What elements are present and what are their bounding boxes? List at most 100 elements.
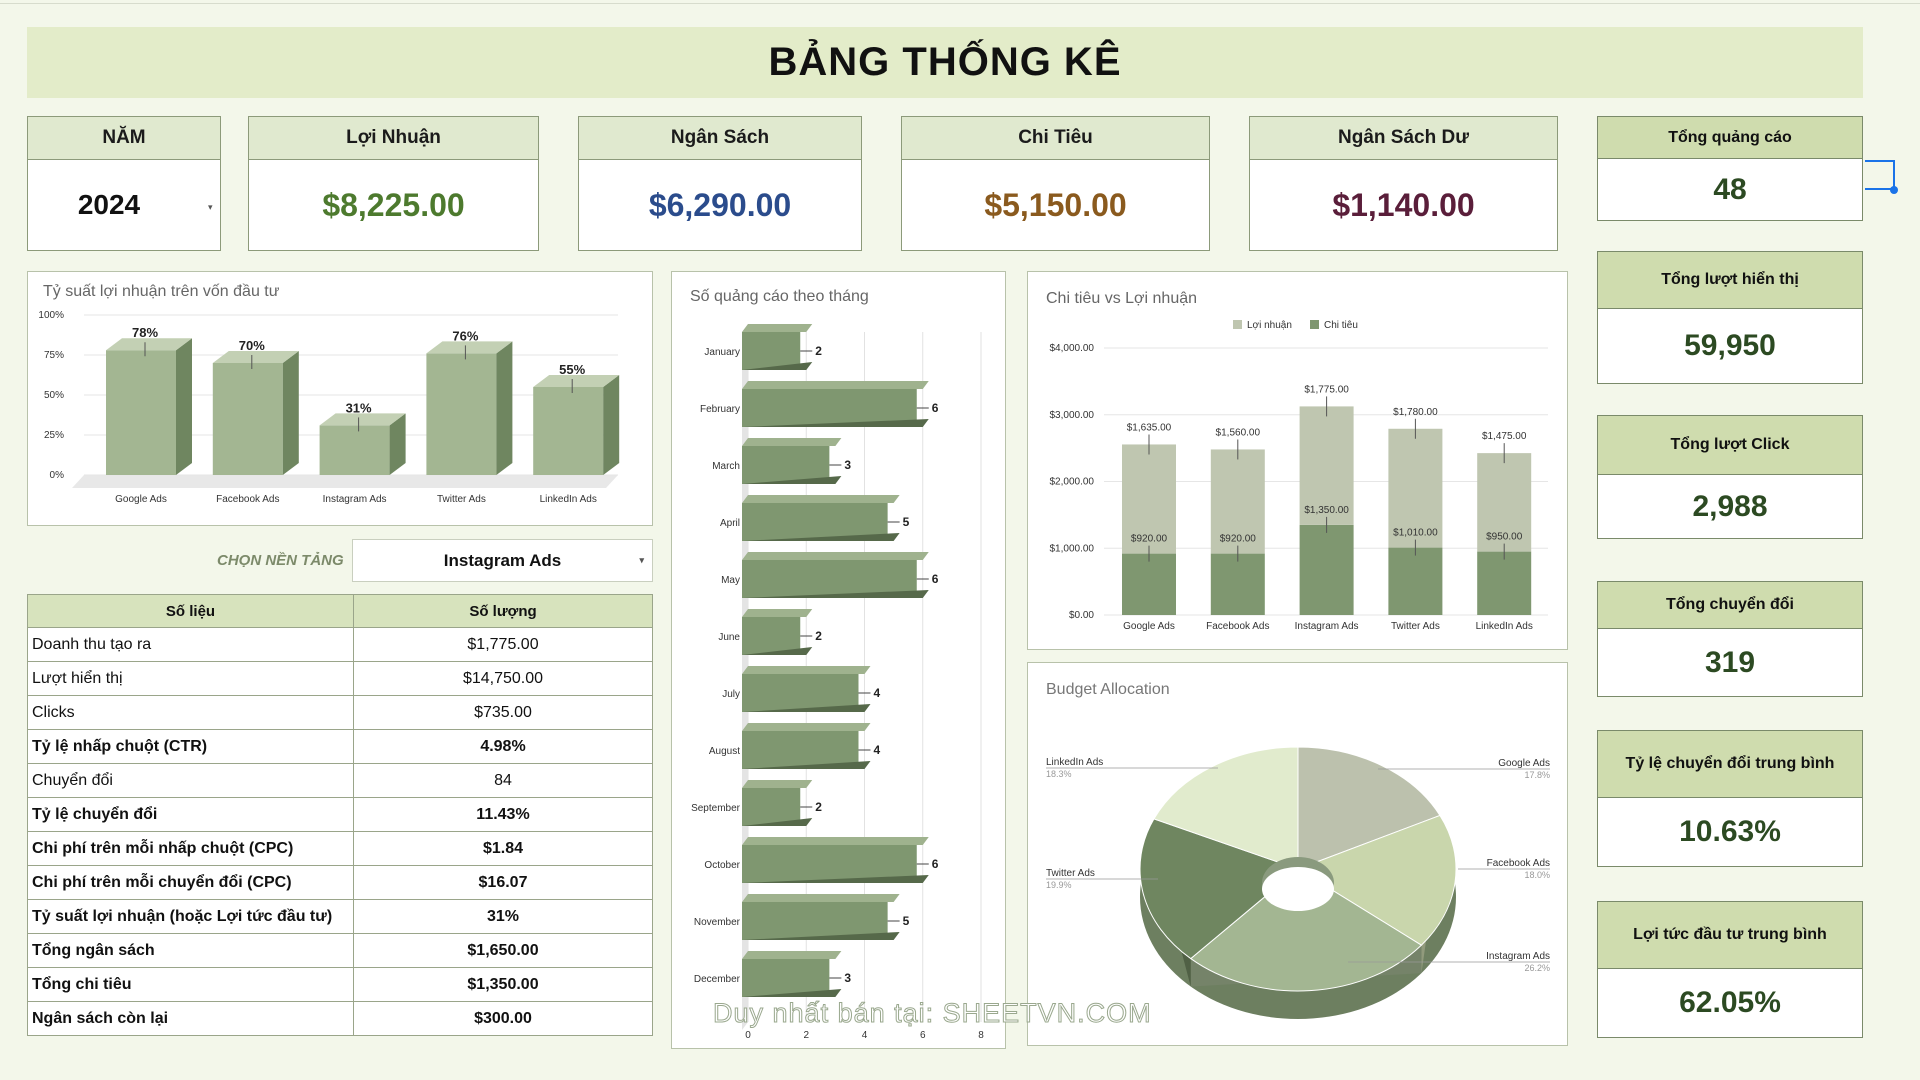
spreadsheet-gridline <box>0 0 1920 4</box>
metric-name-cell[interactable]: Tỷ lệ chuyển đổi <box>27 797 354 832</box>
monthly-data-label: 2 <box>815 344 822 358</box>
profit-value: $8,225.00 <box>322 186 465 223</box>
metric-name-cell[interactable]: Tổng ngân sách <box>27 933 354 968</box>
table-row: Lượt hiển thị $14,750.00 <box>27 661 653 696</box>
pie-slice <box>1297 746 1441 870</box>
y-tick-label: $2,000.00 <box>1050 477 1095 488</box>
roi-bar <box>319 425 390 475</box>
metric-name-cell[interactable]: Ngân sách còn lại <box>27 1001 354 1036</box>
spend-bar <box>1299 524 1354 615</box>
budget-value: $6,290.00 <box>648 186 792 223</box>
metric-name-cell[interactable]: Clicks <box>27 695 354 730</box>
metric-name-cell[interactable]: Chuyển đổi <box>27 763 354 798</box>
roi-bar-top <box>319 413 406 426</box>
avg-roi-value: 62.05% <box>1679 986 1781 1019</box>
monthly-bar-bottom <box>742 647 813 655</box>
y-tick-label: $4,000.00 <box>1050 343 1095 354</box>
monthly-data-label: 6 <box>932 857 939 871</box>
roi-data-label: 76% <box>452 328 478 343</box>
metric-name-cell[interactable]: Doanh thu tạo ra <box>27 627 354 662</box>
metric-value-cell[interactable]: 4.98% <box>353 729 653 764</box>
table-row: Tỷ lệ chuyển đổi 11.43% <box>27 797 653 832</box>
platform-select-label: CHỌN NỀN TẢNG <box>217 552 344 569</box>
y-tick-label: 100% <box>38 310 64 321</box>
x-tick-label: 0 <box>745 1030 751 1041</box>
profit-label: Lợi Nhuận <box>249 117 538 160</box>
y-tick-label: May <box>721 575 740 586</box>
legend-label-profit: Lợi nhuận <box>1247 320 1292 331</box>
roi-chart-panel: Tỷ suất lợi nhuận trên vốn đầu tư 0% 25% 5… <box>27 271 653 526</box>
pie-pct-label: 18.3% <box>1046 769 1072 779</box>
metric-value-cell[interactable]: $300.00 <box>353 1001 653 1036</box>
roi-data-label: 31% <box>346 400 372 415</box>
roi-bar-side <box>282 351 299 475</box>
metric-value-cell[interactable]: 84 <box>353 763 653 798</box>
metric-value-cell[interactable]: $1,650.00 <box>353 933 653 968</box>
monthly-bar <box>742 959 830 997</box>
monthly-data-label: 3 <box>844 971 851 985</box>
y-tick-label: July <box>722 689 740 700</box>
metric-value-cell[interactable]: 11.43% <box>353 797 653 832</box>
spend-bar <box>1477 551 1532 615</box>
monthly-bar <box>742 788 801 826</box>
year-card[interactable]: NĂM 2024 ▾ <box>27 116 221 251</box>
monthly-bar <box>742 503 888 541</box>
roi-bar <box>426 353 497 475</box>
table-row: Chuyển đổi 84 <box>27 763 653 798</box>
x-tick-label: Facebook Ads <box>1206 621 1269 632</box>
metric-value-cell[interactable]: 31% <box>353 899 653 934</box>
table-row: Tỷ lệ nhấp chuột (CTR) 4.98% <box>27 729 653 764</box>
y-tick-label: 75% <box>44 350 64 361</box>
profit-card: Lợi Nhuận $8,225.00 <box>248 116 539 251</box>
pie-label: Facebook Ads <box>1487 858 1550 869</box>
metric-name-cell[interactable]: Tỷ lệ nhấp chuột (CTR) <box>27 729 354 764</box>
metric-name-cell[interactable]: Tỷ suất lợi nhuận (hoặc Lợi tức đầu tư) <box>27 899 354 934</box>
platform-select[interactable]: Instagram Ads ▾ <box>352 539 653 582</box>
roi-bar-side <box>176 338 192 475</box>
avg-conversion-rate-value: 10.63% <box>1679 815 1781 848</box>
monthly-bar-top <box>742 666 871 674</box>
x-tick-label: Google Ads <box>1123 621 1175 632</box>
metric-value-cell[interactable]: $1,775.00 <box>353 627 653 662</box>
y-tick-label: December <box>694 974 741 985</box>
budget-label: Ngân Sách <box>579 117 861 160</box>
y-tick-label: 25% <box>44 430 64 441</box>
roi-bar-side <box>496 341 513 475</box>
year-dropdown-icon[interactable]: ▾ <box>208 202 213 212</box>
metric-value-cell[interactable]: $735.00 <box>353 695 653 730</box>
spend-data-label: $1,350.00 <box>1304 505 1349 516</box>
table-row: Clicks $735.00 <box>27 695 653 730</box>
profit-data-label: $1,775.00 <box>1304 384 1349 395</box>
monthly-bar-bottom <box>742 362 813 370</box>
metric-value-cell[interactable]: $1.84 <box>353 831 653 866</box>
spend-profit-chart-title: Chi tiêu vs Lợi nhuận <box>1046 290 1198 307</box>
total-conversions-card: Tổng chuyển đổi 319 <box>1597 581 1863 697</box>
profit-data-label: $1,560.00 <box>1216 427 1261 438</box>
monthly-bar <box>742 674 859 712</box>
monthly-ads-chart: 0 2 4 6 8 2 January 6 February 3 March 5 April 6 May 2 J… <box>691 324 984 1041</box>
pie-pct-label: 18.0% <box>1524 870 1550 880</box>
metric-name-cell[interactable]: Chi phí trên mỗi nhấp chuột (CPC) <box>27 831 354 866</box>
metric-value-cell[interactable]: $16.07 <box>353 865 653 900</box>
metric-value-cell[interactable]: $14,750.00 <box>353 661 653 696</box>
spend-value: $5,150.00 <box>984 186 1127 223</box>
metric-name-cell[interactable]: Tổng chi tiêu <box>27 967 354 1002</box>
spend-label: Chi Tiêu <box>902 117 1209 160</box>
remaining-budget-value: $1,140.00 <box>1332 186 1475 223</box>
y-tick-label: $3,000.00 <box>1050 410 1095 421</box>
platform-dropdown-icon[interactable]: ▾ <box>639 555 644 565</box>
x-tick-label: Twitter Ads <box>1391 621 1440 632</box>
metric-name-cell[interactable]: Lượt hiển thị <box>27 661 354 696</box>
monthly-bar-top <box>742 438 842 446</box>
metric-name-cell[interactable]: Chi phí trên mỗi chuyển đổi (CPC) <box>27 865 354 900</box>
monthly-data-label: 5 <box>903 515 910 529</box>
monthly-bar <box>742 332 801 370</box>
dashboard-title-bar: BẢNG THỐNG KÊ <box>27 27 1863 98</box>
cell-fill-handle[interactable] <box>1890 186 1898 194</box>
spend-profit-chart: $0.00 $1,000.00 $2,000.00 $3,000.00 $4,000.0… <box>1050 320 1548 632</box>
monthly-data-label: 6 <box>932 572 939 586</box>
cell-selection[interactable] <box>1865 160 1895 190</box>
spend-bar <box>1122 553 1176 615</box>
metric-value-cell[interactable]: $1,350.00 <box>353 967 653 1002</box>
